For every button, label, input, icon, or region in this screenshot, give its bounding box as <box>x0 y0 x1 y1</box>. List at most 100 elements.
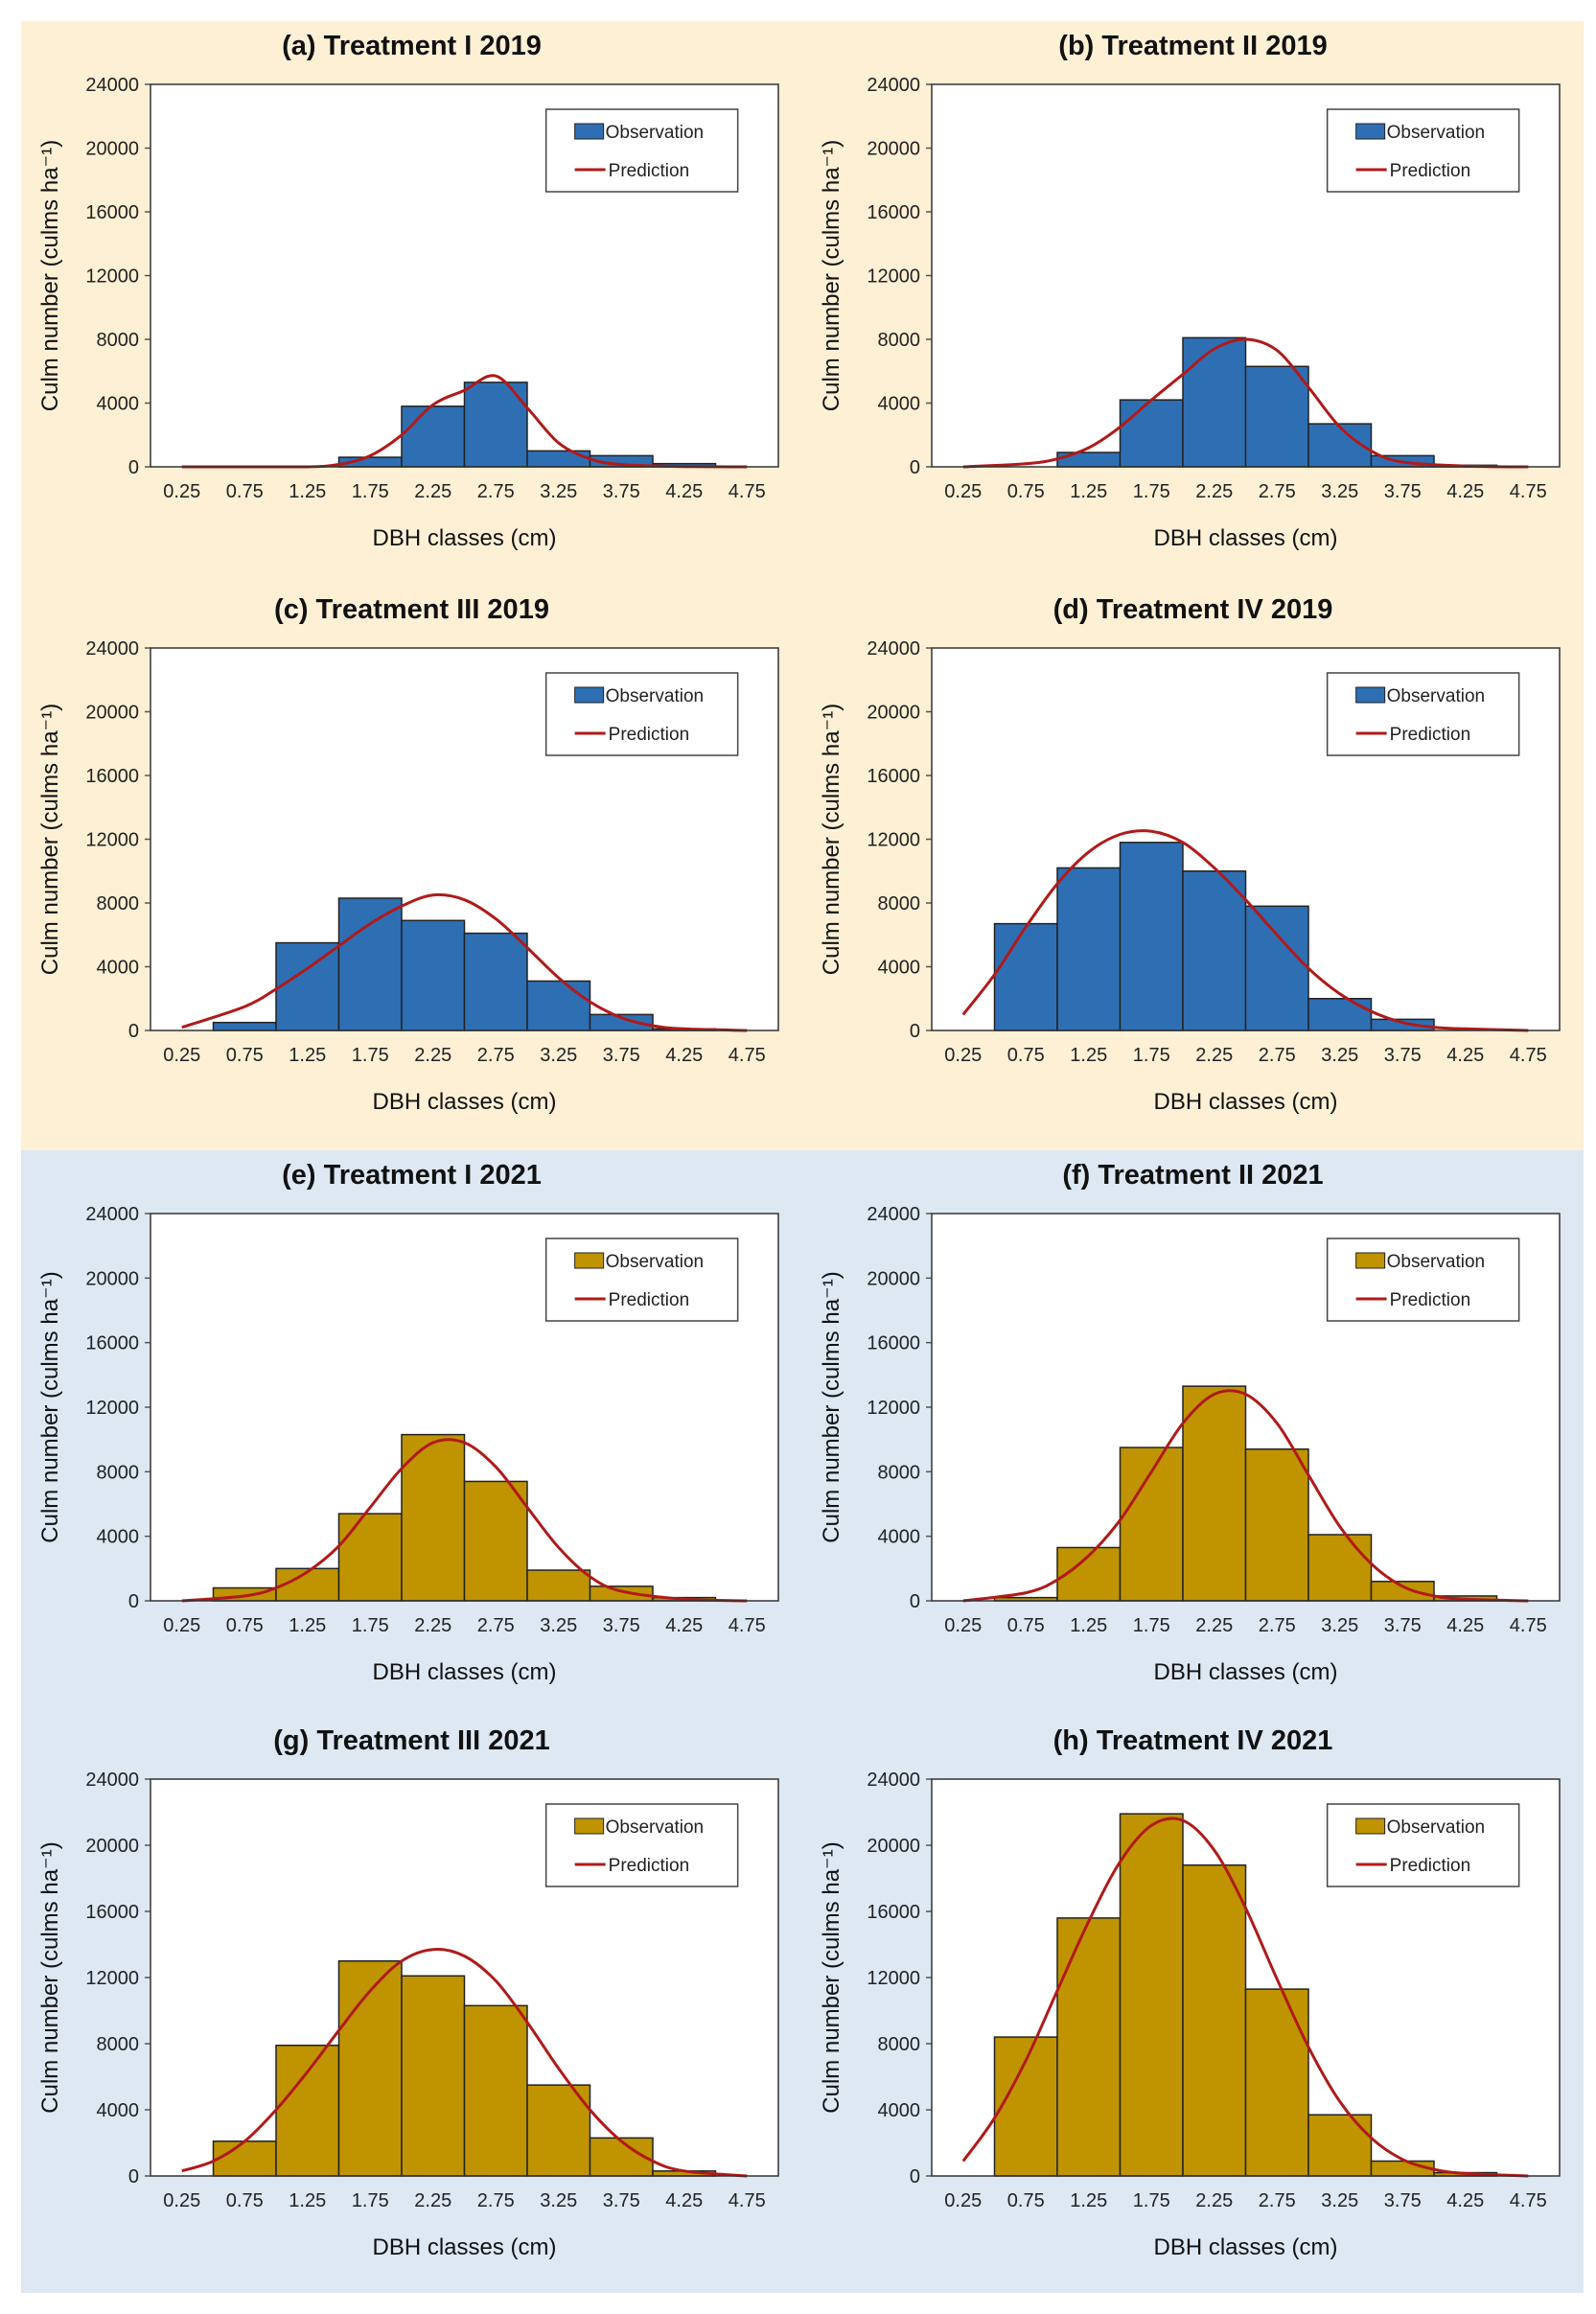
x-tick-label: 1.75 <box>1133 1045 1170 1066</box>
bar-observation <box>1182 1863 1247 2177</box>
chart-c: 0 4000 8000 12000 16000 20000 24000 0.25 0.75 1.2… <box>37 638 779 1115</box>
y-tick-label: 24000 <box>867 1204 920 1225</box>
y-tick-label: 0 <box>910 1591 920 1612</box>
y-tick-label: 24000 <box>85 1770 139 1791</box>
chart-title: (e) Treatment I 2021 <box>282 1160 542 1191</box>
x-tick-label: 4.25 <box>665 1045 703 1066</box>
x-tick-label: 4.75 <box>729 2190 766 2211</box>
x-axis-label: DBH classes (cm) <box>372 2234 556 2260</box>
legend-label-prediction: Prediction <box>1390 1290 1471 1310</box>
bar-observation <box>526 450 591 468</box>
y-tick-label: 12000 <box>867 1968 920 1989</box>
plot-border <box>150 83 779 468</box>
x-tick-label: 1.75 <box>1133 481 1170 502</box>
x-tick-label: 0.25 <box>944 481 982 502</box>
legend-label-observation: Observation <box>1387 1817 1485 1838</box>
prediction-line <box>961 829 1529 1032</box>
x-tick-label: 3.75 <box>603 1615 640 1636</box>
x-tick-label: 1.25 <box>289 1615 326 1636</box>
legend-swatch-observation <box>574 1817 605 1835</box>
x-tick-label: 3.25 <box>1321 1045 1358 1066</box>
bar-observation <box>212 1021 277 1031</box>
bar-observation <box>337 1960 403 2177</box>
bar-observation <box>1056 1917 1122 2177</box>
legend-label-prediction: Prediction <box>1390 161 1471 181</box>
x-tick-label: 4.75 <box>1510 2190 1547 2211</box>
x-tick-label: 0.75 <box>1007 2190 1045 2211</box>
legend-swatch-observation <box>574 686 605 704</box>
y-tick-label: 0 <box>128 457 139 478</box>
y-tick-label: 4000 <box>878 1527 921 1548</box>
y-tick-label: 16000 <box>867 766 920 787</box>
bar-observation <box>526 1569 591 1602</box>
bar-observation <box>212 2140 277 2177</box>
legend-box <box>1326 1803 1520 1887</box>
x-tick-label: 4.75 <box>729 1045 766 1066</box>
bar-observation <box>1307 998 1373 1031</box>
y-tick-label: 24000 <box>85 75 139 96</box>
bar-observation <box>1370 1581 1435 1602</box>
x-tick-label: 0.25 <box>163 1615 200 1636</box>
x-tick-label: 0.75 <box>1007 481 1045 502</box>
x-tick-label: 4.75 <box>1510 481 1547 502</box>
bar-observation <box>1244 1988 1309 2177</box>
x-tick-label: 3.75 <box>603 481 640 502</box>
x-tick-label: 1.75 <box>352 1045 389 1066</box>
chart-title: (h) Treatment IV 2021 <box>1052 1725 1333 1756</box>
bar-observation <box>401 405 466 468</box>
y-tick-label: 16000 <box>85 1333 139 1354</box>
chart-title: (a) Treatment I 2019 <box>282 31 542 61</box>
bar-observation <box>1119 842 1184 1031</box>
x-tick-label: 0.75 <box>226 1045 264 1066</box>
chart-f: 0 4000 8000 12000 16000 20000 24000 0.25 0.75 1.2… <box>819 1204 1561 1685</box>
y-tick-label: 8000 <box>97 893 140 914</box>
y-tick-label: 16000 <box>85 1902 139 1923</box>
y-axis-label: Culm number (culms ha⁻¹) <box>37 1841 63 2113</box>
x-tick-label: 4.75 <box>1510 1615 1547 1636</box>
legend-box <box>544 108 739 193</box>
chart-title: (d) Treatment IV 2019 <box>1052 594 1333 625</box>
x-tick-label: 2.25 <box>414 2190 451 2211</box>
bar-observation <box>1182 1385 1247 1602</box>
y-tick-label: 20000 <box>867 703 920 724</box>
legend-swatch-observation <box>1355 1252 1386 1269</box>
bar-observation <box>463 2004 528 2177</box>
x-tick-label: 3.25 <box>540 1045 577 1066</box>
bar-observation <box>463 1480 528 1602</box>
y-tick-label: 12000 <box>867 266 920 288</box>
bar-observation <box>1056 867 1122 1031</box>
y-tick-label: 16000 <box>867 1902 920 1923</box>
y-tick-label: 20000 <box>867 1268 920 1289</box>
y-tick-label: 0 <box>910 2166 920 2187</box>
y-tick-label: 4000 <box>97 2100 140 2121</box>
y-tick-label: 4000 <box>878 958 921 979</box>
x-tick-label: 4.25 <box>1446 1615 1484 1636</box>
x-axis-label: DBH classes (cm) <box>372 525 556 551</box>
chart-b: 0 4000 8000 12000 16000 20000 24000 0.25 0.75 1.2… <box>819 75 1561 551</box>
bar-observation <box>1182 870 1247 1031</box>
chart-panel-f: (f) Treatment II 2021 0 4000 8000 12000 1600… <box>802 1150 1584 1716</box>
chart-panel-a: (a) Treatment I 2019 0 4000 8000 12000 16000… <box>21 21 802 577</box>
x-tick-label: 0.25 <box>163 1045 200 1066</box>
x-tick-label: 2.25 <box>1195 2190 1233 2211</box>
x-tick-label: 3.25 <box>540 1615 577 1636</box>
bar-observation <box>1244 365 1309 468</box>
chart-a: 0 4000 8000 12000 16000 20000 24000 0.25 0.75 1.2… <box>37 75 779 551</box>
chart-g: 0 4000 8000 12000 16000 20000 24000 0.25 0.75 1.2… <box>37 1770 779 2260</box>
y-tick-label: 0 <box>128 1021 139 1042</box>
bar-observation <box>1244 905 1309 1031</box>
y-tick-label: 8000 <box>97 2034 140 2055</box>
plot-border <box>931 83 1561 468</box>
bar-observation <box>463 932 528 1031</box>
chart-d: 0 4000 8000 12000 16000 20000 24000 0.25 0.75 1.2… <box>819 638 1561 1115</box>
y-tick-label: 20000 <box>85 1836 139 1857</box>
y-tick-label: 24000 <box>867 1770 920 1791</box>
x-axis-label: DBH classes (cm) <box>372 1659 556 1685</box>
y-axis-label: Culm number (culms ha⁻¹) <box>819 140 844 411</box>
y-tick-label: 8000 <box>97 330 140 351</box>
x-axis-label: DBH classes (cm) <box>1153 525 1337 551</box>
x-tick-label: 2.75 <box>477 481 515 502</box>
bar-observation <box>275 2044 340 2177</box>
x-tick-label: 1.25 <box>289 481 326 502</box>
x-tick-label: 3.25 <box>1321 1615 1358 1636</box>
